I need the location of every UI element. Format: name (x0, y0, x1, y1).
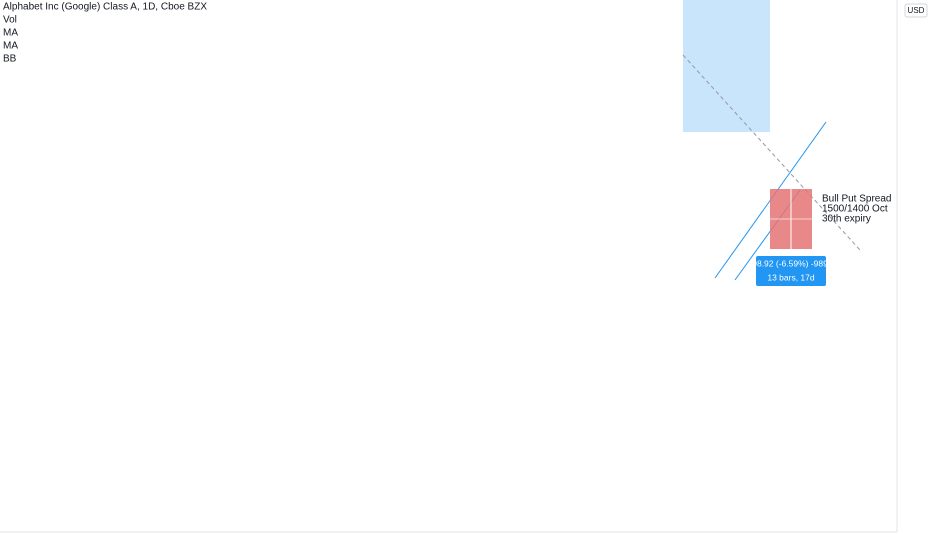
measure-box (756, 256, 826, 286)
currency-box[interactable] (904, 3, 928, 18)
annotation: 30th expiry (822, 214, 871, 225)
currency[interactable]: USD (908, 6, 925, 15)
fib-trend-line (682, 54, 861, 251)
date-range-shade (683, 0, 770, 132)
legend-item: MA (3, 28, 18, 39)
legend-item: BB (3, 54, 17, 65)
annotation: 1500/1400 Oct (822, 204, 888, 215)
legend-item: Vol (3, 15, 17, 26)
legend-title: Alphabet Inc (Google) Class A, 1D, Cboe … (3, 2, 207, 13)
price-axis-bg (897, 0, 932, 550)
measure-text: 13 bars, 17d (767, 272, 815, 282)
measure-text: -98.92 (-6.59%) -9892 (749, 258, 832, 268)
annotation: Bull Put Spread (822, 194, 892, 205)
legend-item: MA (3, 41, 18, 52)
